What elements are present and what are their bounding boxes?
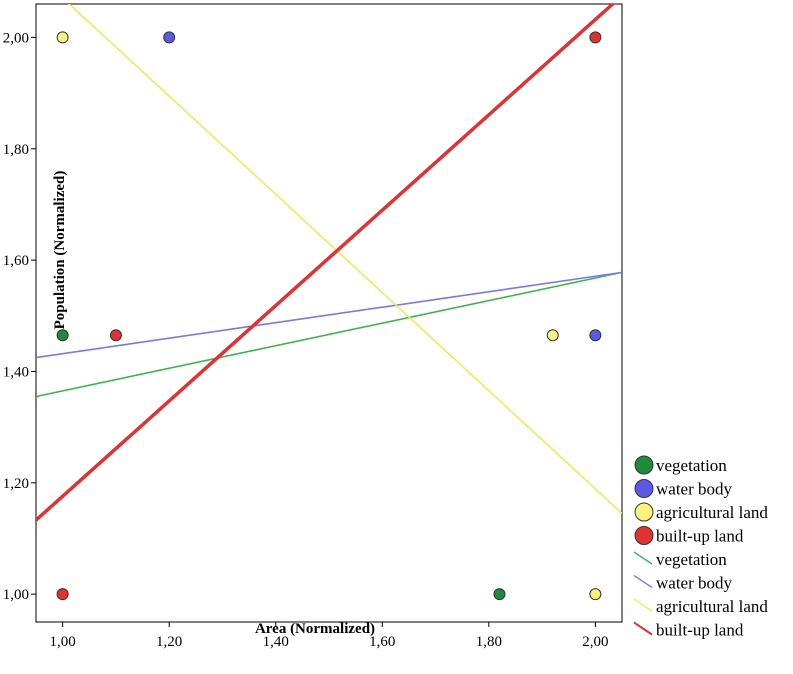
x-tick-label: 1,20	[156, 634, 182, 650]
point-water-body	[163, 31, 176, 44]
x-axis-title: Area (Normalized)	[255, 621, 375, 637]
x-tick-label: 1,80	[476, 634, 502, 650]
plot-frame	[35, 3, 623, 623]
data-points	[56, 31, 602, 601]
fit-line-water-body	[36, 271, 622, 359]
legend-line-built-up-land	[633, 621, 653, 636]
legend-label: vegetation	[656, 550, 727, 569]
fit-line-agricultural-land	[68, 4, 622, 515]
legend-line-agricultural-land	[633, 598, 653, 612]
point-agricultural-land	[546, 329, 559, 342]
x-tick-label: 1,40	[263, 634, 289, 650]
legend-line-vegetation	[633, 551, 653, 565]
legend-label: water body	[656, 574, 733, 593]
legend-marker-water-body	[634, 479, 654, 498]
x-tick-label: 1,60	[369, 634, 395, 650]
y-tick-label: 1,80	[3, 142, 29, 158]
axes: 1,00 1,20 1,40 1,60 1,80 2,00 1,00 1,20 1,40 1,60…	[3, 30, 609, 650]
point-vegetation	[493, 588, 506, 601]
x-tick-label: 2,00	[582, 634, 608, 650]
y-tick-label: 1,00	[3, 587, 29, 603]
plot-area	[35, 3, 623, 623]
legend-label: built-up land	[656, 527, 744, 546]
point-agricultural-land	[589, 588, 602, 601]
point-agricultural-land	[56, 31, 69, 44]
y-tick-label: 1,20	[3, 476, 29, 492]
fit-line-vegetation	[36, 271, 622, 398]
y-tick-label: 2,00	[3, 30, 29, 46]
legend-line-water-body	[633, 574, 653, 589]
point-built-up-land	[56, 588, 69, 601]
point-water-body	[589, 329, 602, 342]
y-tick-label: 1,60	[3, 253, 29, 269]
legend-label: built-up land	[656, 621, 744, 640]
fit-line-built-up-land	[36, 4, 616, 522]
legend-marker-built-up-land	[634, 526, 654, 545]
legend-marker-vegetation	[634, 455, 654, 475]
x-tick-label: 1,00	[50, 634, 76, 650]
legend-marker-agricultural-land	[634, 502, 654, 522]
point-built-up-land	[589, 31, 602, 44]
legend-label: water body	[656, 480, 733, 499]
legend-label: agricultural land	[656, 503, 768, 522]
point-vegetation	[56, 329, 69, 342]
legend: vegetation water body agricultural land bui…	[633, 455, 768, 640]
fit-lines	[36, 4, 622, 522]
legend-label: vegetation	[656, 456, 727, 475]
point-built-up-land	[109, 329, 122, 342]
legend-label: agricultural land	[656, 597, 768, 616]
y-tick-label: 1,40	[3, 364, 29, 380]
y-axis-title: Population (Normalized)	[52, 171, 68, 330]
